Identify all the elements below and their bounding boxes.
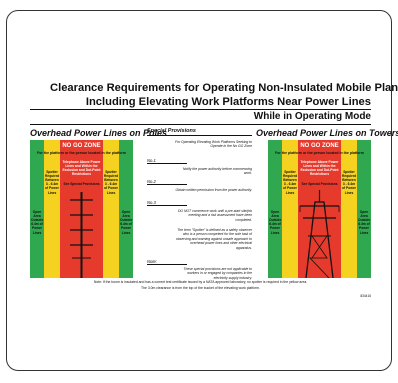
platform-banner: For the platform or the person located i… <box>275 151 364 155</box>
spotter-text-right: Spotter Required Between 3 - 6.4m of Pow… <box>104 170 119 195</box>
red-zone <box>298 140 341 278</box>
provision-2-label: No.2 <box>147 179 187 185</box>
provision-2-text: Obtain written permission from the power… <box>175 188 252 192</box>
towers-diagram: NO GO ZONE For the platform or the perso… <box>268 140 371 278</box>
provision-3-text: DO NOT commence work until a pre-start s… <box>177 209 252 222</box>
power-pole-icon <box>70 192 93 278</box>
sign-code: 834416 <box>360 294 371 298</box>
no-go-zone-label: NO GO ZONE <box>300 143 339 149</box>
special-provisions-panel: Special Provisions For Operating Elevati… <box>147 128 252 280</box>
provision-1-label: No.1 <box>147 158 187 164</box>
provision-3-label: No.3 <box>147 200 187 206</box>
provision-1-text: Notify the power authority before commen… <box>182 167 252 176</box>
open-area-right: Open Area Outside 6.4m of Power Lines <box>358 210 371 235</box>
mode-divider <box>30 124 371 125</box>
spotter-text-left: Spotter Required Between 3 - 6.4m of Pow… <box>45 170 60 195</box>
open-area-left: Open Area Outside 6.4m of Power Lines <box>269 210 282 235</box>
no-go-zone-label: NO GO ZONE <box>62 143 101 149</box>
note-text: These special provisions are not applica… <box>183 267 252 280</box>
title-divider <box>30 109 371 110</box>
spotter-text-right: Spotter Required Between 3 - 6.4m of Pow… <box>342 170 357 195</box>
operating-mode-label: While in Operating Mode <box>253 111 371 122</box>
open-area-left: Open Area Outside 6.4m of Power Lines <box>31 210 44 235</box>
red-zone-text: Telephone Above Power Lines and Within t… <box>62 160 101 177</box>
transmission-tower-icon <box>299 190 340 278</box>
poles-title: Overhead Power Lines on Poles <box>30 128 168 138</box>
platform-banner: For the platform or the person located i… <box>37 151 126 155</box>
title-line-2: Including Elevating Work Platforms Near … <box>85 96 371 108</box>
footnote-clearance: The 3.0m clearance is from the top of th… <box>141 286 260 290</box>
towers-title: Overhead Power Lines on Towers <box>256 128 398 138</box>
footnote-insulated-boom: Note: If the boom is insulated and has a… <box>93 280 308 284</box>
special-provisions-heading: Special Provisions <box>147 128 252 136</box>
spotter-text-left: Spotter Required Between 3 - 6.4m of Pow… <box>283 170 298 195</box>
provisions-intro: For Operating Elevating Work Platforms S… <box>175 140 252 149</box>
note-label: Note: <box>147 259 187 265</box>
open-area-right: Open Area Outside 6.4m of Power Lines <box>120 210 133 235</box>
title-line-1: Clearance Requirements for Operating Non… <box>50 82 398 94</box>
poles-diagram: NO GO ZONE For the platform or the perso… <box>30 140 133 278</box>
red-zone-text: Telephone Above Power Lines and Within t… <box>300 160 339 177</box>
see-special-provisions: See Special Provisions <box>63 182 100 186</box>
clearance-sign: Clearance Requirements for Operating Non… <box>30 78 398 309</box>
spotter-definition: The term "Spotter" is defined as a safet… <box>176 228 252 250</box>
see-special-provisions: See Special Provisions <box>301 182 338 186</box>
